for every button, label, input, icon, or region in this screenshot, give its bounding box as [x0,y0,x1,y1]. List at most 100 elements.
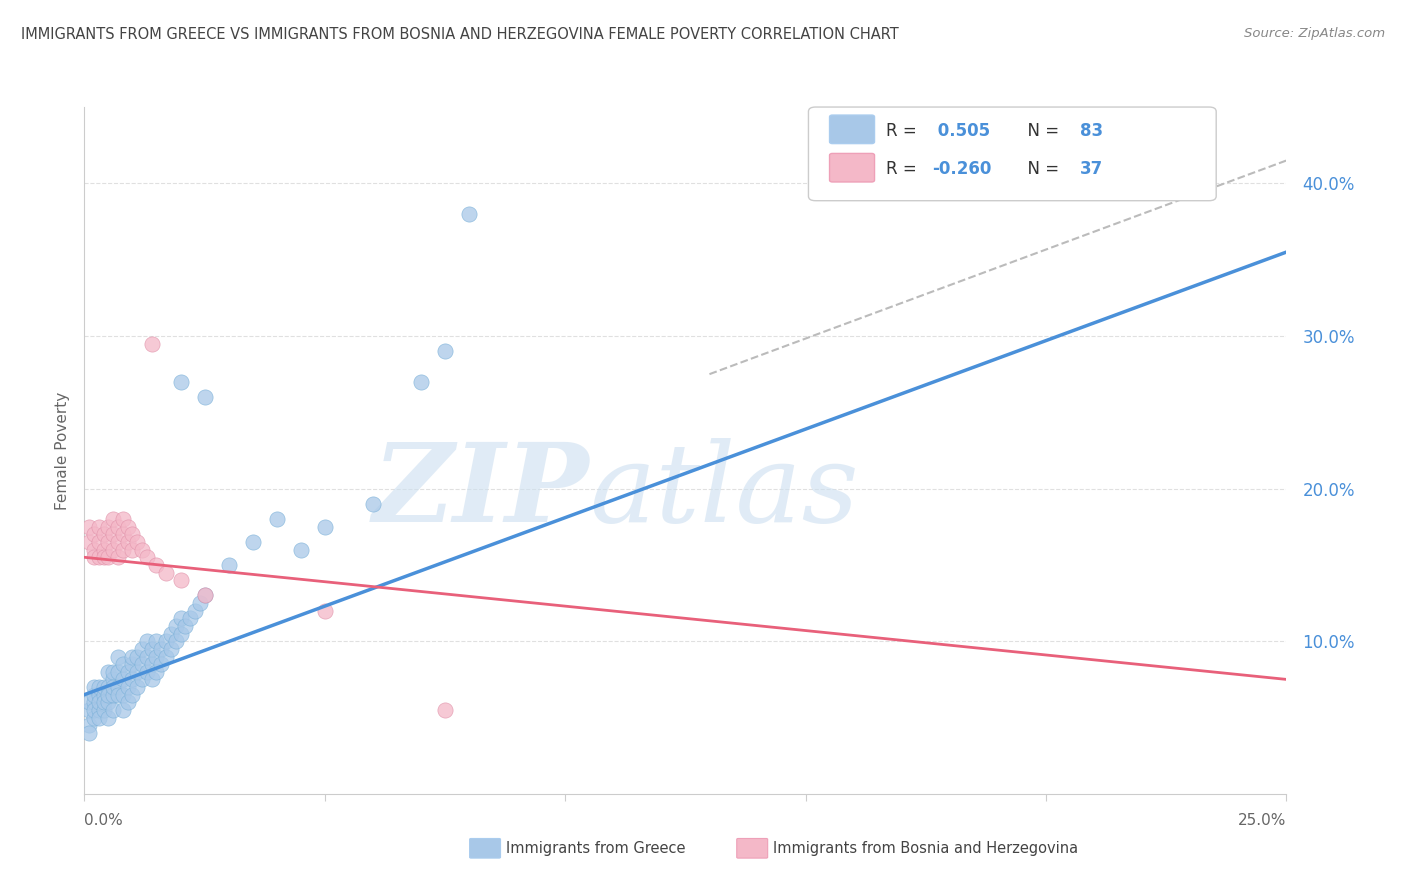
Point [107,550,129,565]
Text: -0.260: -0.260 [932,161,991,178]
Point [135,649,157,664]
Point [145,634,167,648]
Point [77,726,100,740]
Point [87,550,110,565]
Point [165,634,187,648]
Point [111,688,134,702]
Point [127,535,149,549]
Point [150,641,173,656]
Point [77,535,100,549]
Point [107,665,129,679]
Point [93,527,115,541]
Point [179,611,201,625]
Point [111,657,134,672]
Point [117,680,139,694]
Point [131,657,153,672]
Point [103,665,125,679]
Point [77,520,100,534]
Point [117,695,139,709]
Text: IMMIGRANTS FROM GREECE VS IMMIGRANTS FROM BOSNIA AND HERZEGOVINA FEMALE POVERTY : IMMIGRANTS FROM GREECE VS IMMIGRANTS FRO… [21,27,898,42]
Point [87,535,110,549]
Text: Source: ZipAtlas.com: Source: ZipAtlas.com [1244,27,1385,40]
Point [77,695,100,709]
Point [103,680,125,694]
Point [103,688,125,702]
Text: N =: N = [1017,122,1064,140]
Text: ZIP: ZIP [373,438,589,545]
Point [83,703,105,717]
Point [409,375,432,389]
Point [97,520,120,534]
Point [131,641,153,656]
Point [121,649,143,664]
Point [266,512,288,526]
Text: Immigrants from Bosnia and Herzegovina: Immigrants from Bosnia and Herzegovina [773,841,1078,855]
Point [188,596,211,610]
Point [135,665,157,679]
Point [93,542,115,557]
Point [87,710,110,724]
Text: N =: N = [1017,161,1064,178]
Point [127,649,149,664]
Point [141,673,163,687]
Point [314,604,336,618]
Point [111,703,134,717]
Point [141,336,163,351]
Text: 0.0%: 0.0% [84,814,124,828]
Point [121,542,143,557]
Point [160,626,183,640]
Point [111,673,134,687]
Point [103,673,125,687]
Point [169,375,191,389]
Point [97,710,120,724]
Y-axis label: Female Poverty: Female Poverty [55,392,70,509]
Point [83,550,105,565]
Point [434,703,457,717]
Point [145,665,167,679]
Point [169,626,191,640]
Point [194,589,217,603]
Point [145,558,167,572]
Point [121,673,143,687]
Point [135,550,157,565]
Point [117,535,139,549]
Point [150,657,173,672]
Point [93,695,115,709]
Text: atlas: atlas [589,438,859,545]
Point [107,680,129,694]
Point [145,649,167,664]
Point [169,573,191,587]
Point [103,703,125,717]
Point [314,520,336,534]
Point [103,542,125,557]
Point [97,688,120,702]
Point [155,634,177,648]
Text: Immigrants from Greece: Immigrants from Greece [506,841,686,855]
Point [290,542,312,557]
Point [165,619,187,633]
Point [97,680,120,694]
Text: 83: 83 [1080,122,1102,140]
Point [111,527,134,541]
Point [83,542,105,557]
Point [127,680,149,694]
Point [107,520,129,534]
Point [141,657,163,672]
Point [83,710,105,724]
Point [127,665,149,679]
Point [93,680,115,694]
Point [155,566,177,580]
Point [121,657,143,672]
Point [458,207,481,221]
Point [194,390,217,404]
Point [121,688,143,702]
Point [434,344,457,359]
Point [93,703,115,717]
Point [93,688,115,702]
Point [107,649,129,664]
Point [111,542,134,557]
Point [141,641,163,656]
Point [174,619,197,633]
Point [194,589,217,603]
Point [169,611,191,625]
